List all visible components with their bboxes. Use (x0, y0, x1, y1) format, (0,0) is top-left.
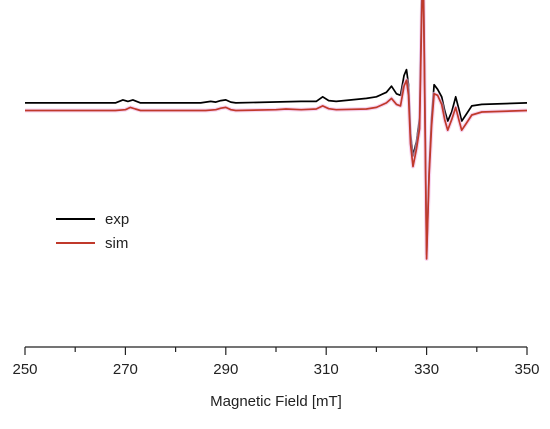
legend-label-sim: sim (105, 235, 128, 252)
x-tick-label: 250 (12, 361, 37, 378)
series-sim-line (25, 0, 528, 260)
legend-label-exp: exp (105, 211, 129, 228)
x-tick-label: 290 (213, 361, 238, 378)
x-ticks: 250 270 290 310 330 350 (12, 347, 540, 378)
x-tick-label: 330 (414, 361, 439, 378)
series-exp-line (25, 0, 528, 256)
x-tick-label: 350 (514, 361, 539, 378)
x-tick-label: 270 (113, 361, 138, 378)
legend: exp sim (56, 211, 129, 252)
series-sim-glow (25, 0, 528, 261)
x-tick-label: 310 (314, 361, 339, 378)
x-axis-title: Magnetic Field [mT] (210, 393, 342, 410)
series-layer (25, 0, 528, 261)
